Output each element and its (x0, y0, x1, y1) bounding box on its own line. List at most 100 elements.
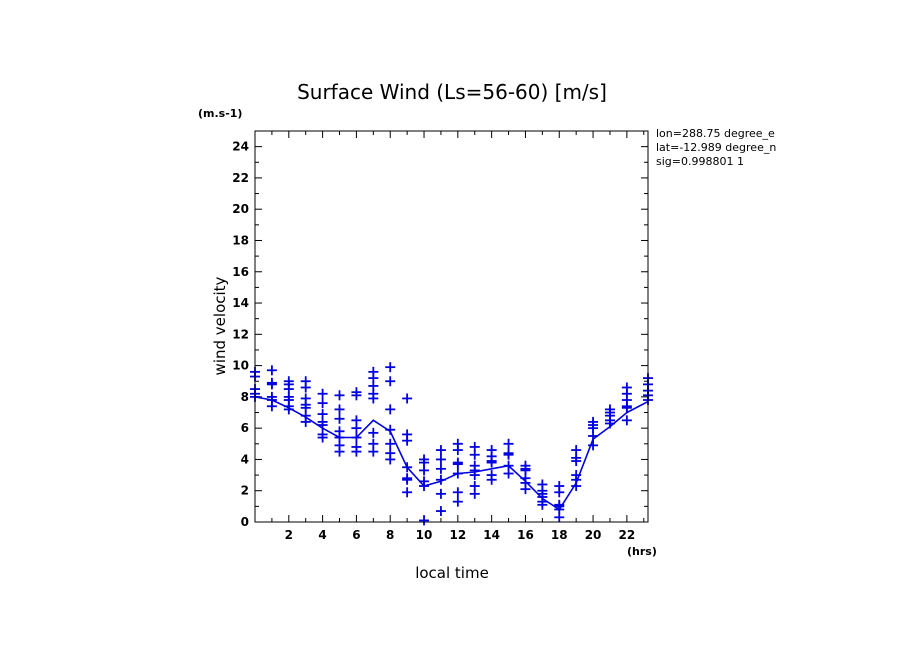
data-point (351, 423, 362, 434)
y-tick-label: 12 (232, 327, 249, 341)
data-point (385, 424, 396, 435)
data-point (385, 438, 396, 449)
data-point (334, 390, 345, 401)
data-point (469, 449, 480, 460)
x-tick-label: 8 (386, 528, 394, 542)
x-tick-label: 22 (619, 528, 636, 542)
data-point (435, 506, 446, 517)
data-point (435, 445, 446, 456)
data-point (385, 362, 396, 373)
data-point (334, 446, 345, 457)
data-point (588, 440, 599, 451)
data-point (621, 415, 632, 426)
data-point (351, 432, 362, 443)
data-point (368, 393, 379, 404)
y-tick-label: 20 (232, 202, 249, 216)
data-point (266, 379, 277, 390)
data-point (554, 487, 565, 498)
x-tick-label: 16 (517, 528, 534, 542)
data-point (385, 376, 396, 387)
data-point (452, 496, 463, 507)
data-point (283, 404, 294, 415)
data-point (368, 427, 379, 438)
data-point (317, 388, 328, 399)
data-point (300, 416, 311, 427)
data-point (351, 390, 362, 401)
data-point (402, 393, 413, 404)
data-point (503, 468, 514, 479)
data-point (554, 512, 565, 523)
data-point (503, 438, 514, 449)
y-tick-label: 8 (241, 390, 249, 404)
y-tick-label: 18 (232, 233, 249, 247)
y-tick-label: 22 (232, 171, 249, 185)
data-point (368, 446, 379, 457)
y-tick-label: 0 (241, 515, 249, 529)
data-point (469, 470, 480, 481)
data-point (469, 488, 480, 499)
data-point (402, 474, 413, 485)
data-point (317, 432, 328, 443)
x-unit-label: (hrs) (627, 545, 657, 558)
data-point (334, 413, 345, 424)
data-point (452, 468, 463, 479)
data-series (250, 362, 653, 526)
x-tick-label: 12 (449, 528, 466, 542)
data-point (588, 430, 599, 441)
data-point (452, 459, 463, 470)
data-point (266, 365, 277, 376)
x-tick-label: 14 (483, 528, 500, 542)
info-sig: sig=0.998801 1 (656, 155, 744, 168)
data-point (435, 463, 446, 474)
chart-title: Surface Wind (Ls=56-60) [m/s] (297, 80, 607, 104)
info-annotations: lon=288.75 degree_e lat=-12.989 degree_n… (656, 127, 776, 168)
data-point (385, 454, 396, 465)
data-point (435, 488, 446, 499)
data-point (300, 382, 311, 393)
data-point (266, 401, 277, 412)
data-point (402, 487, 413, 498)
axis-ticks (255, 130, 648, 523)
data-point (435, 474, 446, 485)
data-point (520, 484, 531, 495)
data-point (385, 404, 396, 415)
data-point (503, 449, 514, 460)
data-point (621, 402, 632, 413)
data-point (486, 474, 497, 485)
data-point (334, 404, 345, 415)
info-lon: lon=288.75 degree_e (656, 127, 775, 140)
x-tick-label: 18 (551, 528, 568, 542)
x-tick-label: 6 (352, 528, 360, 542)
x-axis-title: local time (415, 564, 489, 582)
data-point (317, 420, 328, 431)
data-point (419, 465, 430, 476)
data-point (419, 481, 430, 492)
y-tick-label: 6 (241, 421, 249, 435)
y-tick-label: 24 (232, 140, 249, 154)
y-unit-label: (m.s-1) (198, 107, 242, 120)
data-point (419, 515, 430, 526)
y-tick-label: 16 (232, 265, 249, 279)
info-lat: lat=-12.989 degree_n (656, 141, 776, 154)
data-point (452, 487, 463, 498)
data-point (486, 457, 497, 468)
data-point (537, 499, 548, 510)
data-point (402, 435, 413, 446)
mean-wind-line (254, 396, 649, 511)
plot-frame (254, 130, 649, 523)
x-tick-label: 10 (416, 528, 433, 542)
data-point (317, 398, 328, 409)
y-axis-title: wind velocity (211, 276, 229, 375)
y-tick-label: 2 (241, 484, 249, 498)
data-point (402, 462, 413, 473)
data-point (351, 446, 362, 457)
x-tick-label: 2 (285, 528, 293, 542)
x-tick-label: 20 (585, 528, 602, 542)
data-point (604, 418, 615, 429)
x-tick-label: 4 (318, 528, 326, 542)
data-point (571, 481, 582, 492)
data-point (571, 456, 582, 467)
y-tick-label: 14 (232, 296, 249, 310)
